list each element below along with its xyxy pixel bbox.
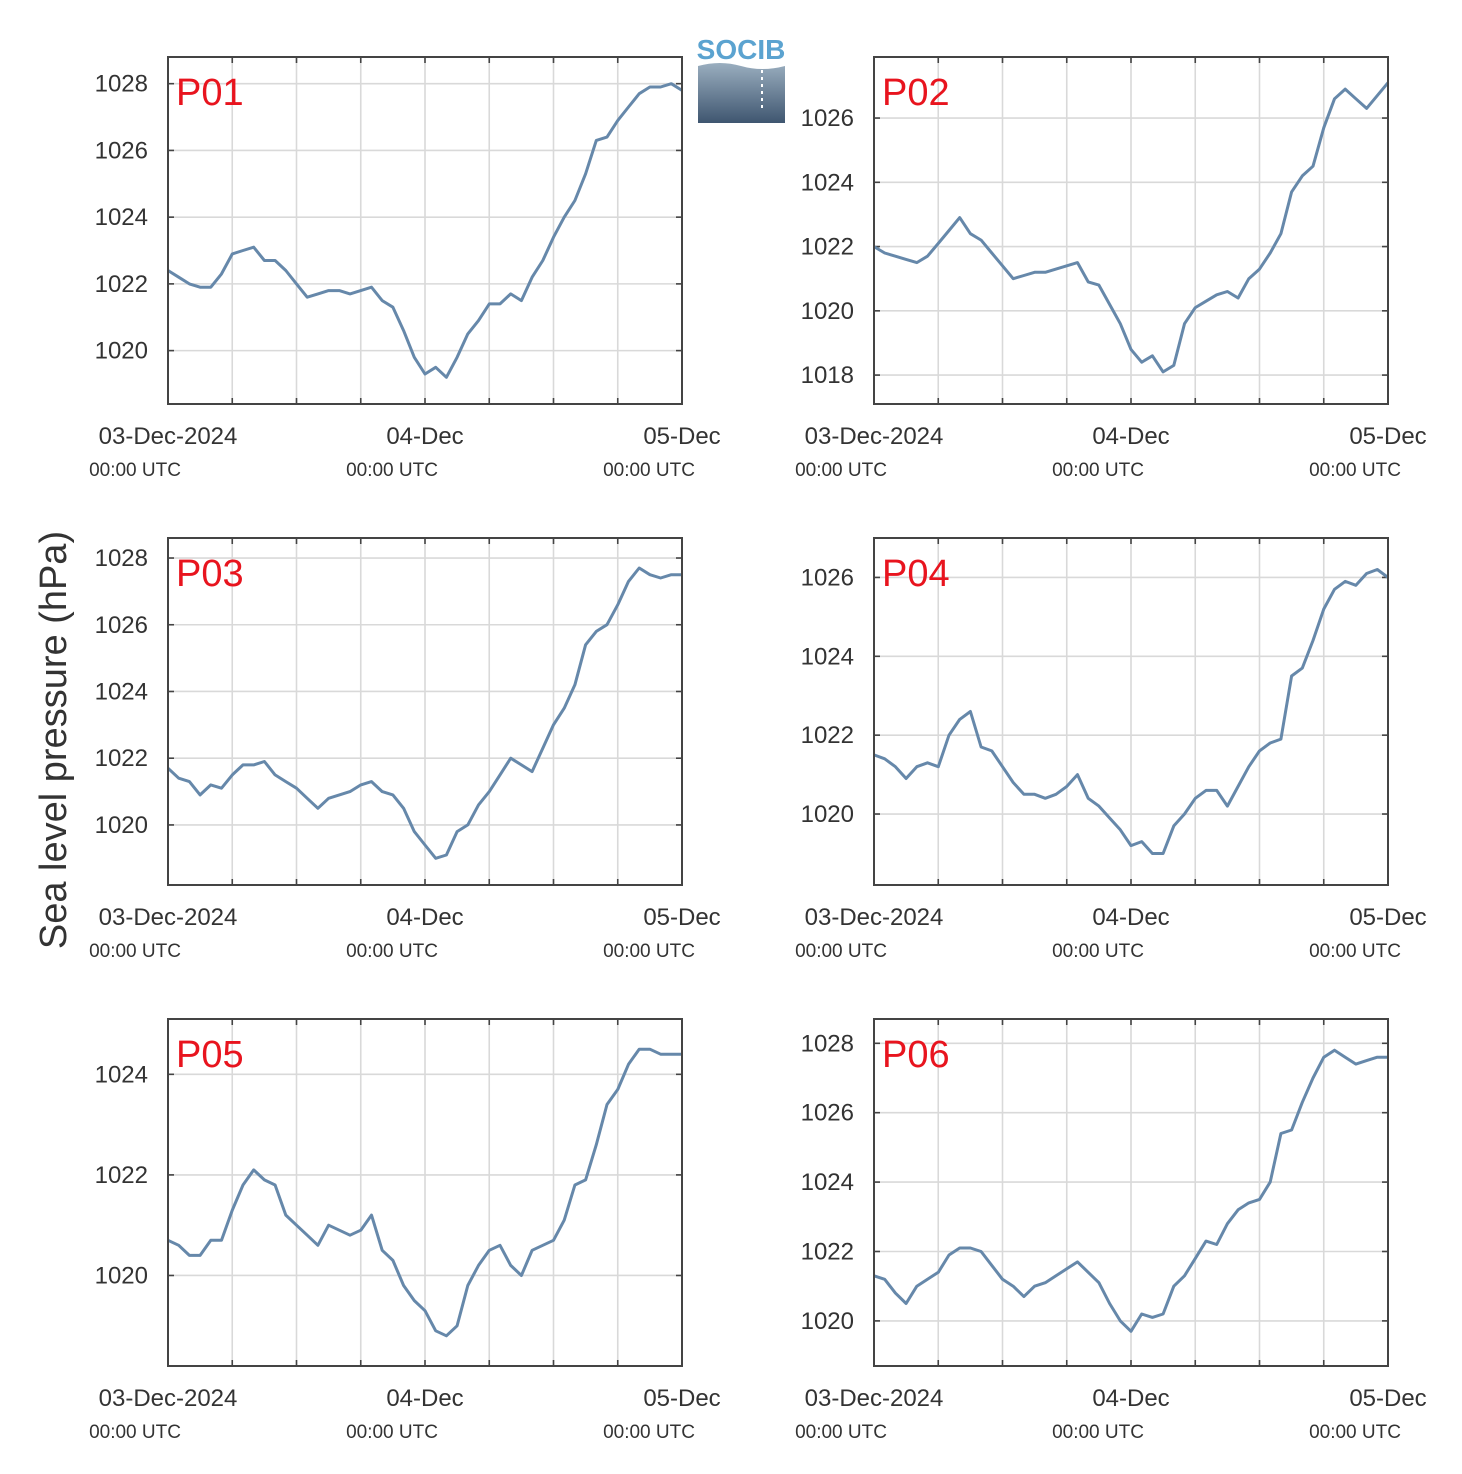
x-tick-label-time: 00:00 UTC bbox=[1052, 460, 1144, 481]
y-tick-label: 1020 bbox=[801, 298, 854, 325]
y-tick-label: 1020 bbox=[95, 812, 148, 839]
panel-label: P02 bbox=[882, 72, 950, 114]
y-axis-label: Sea level pressure (hPa) bbox=[33, 531, 75, 949]
x-tick-label-date: 04-Dec bbox=[386, 423, 463, 450]
y-tick-label: 1020 bbox=[95, 1262, 148, 1289]
x-tick-label-date: 04-Dec bbox=[1092, 423, 1169, 450]
y-tick-label: 1024 bbox=[801, 643, 854, 670]
series-line-p02 bbox=[873, 81, 1390, 374]
y-tick-label: 1028 bbox=[95, 545, 148, 572]
x-tick-label-date: 04-Dec bbox=[386, 904, 463, 931]
x-tick-label-date: 05-Dec bbox=[643, 423, 720, 450]
panel-label: P03 bbox=[176, 553, 244, 595]
chart-panel-p01: 1020 1022 1024 1026 1028 P01 03-Dec-2024 00:00 … bbox=[89, 56, 721, 481]
y-tick-label: 1020 bbox=[95, 338, 148, 365]
plot-frame bbox=[167, 56, 683, 405]
x-tick-label-time: 00:00 UTC bbox=[603, 1422, 695, 1443]
plot-frame bbox=[873, 1018, 1389, 1367]
x-tick-label-date: 03-Dec-2024 bbox=[99, 1385, 238, 1412]
x-tick-label-time: 00:00 UTC bbox=[1052, 1422, 1144, 1443]
x-tick-label-date: 05-Dec bbox=[643, 1385, 720, 1412]
socib-logo: SOCIB bbox=[697, 34, 786, 123]
chart-panel-p04: 1020 1022 1024 1026 P04 03-Dec-2024 00:00 UTC 0… bbox=[795, 537, 1427, 962]
y-tick-label: 1018 bbox=[801, 362, 854, 389]
x-tick-label-time: 00:00 UTC bbox=[89, 460, 181, 481]
y-tick-label: 1024 bbox=[801, 169, 854, 196]
x-tick-label-time: 00:00 UTC bbox=[603, 941, 695, 962]
y-tick-label: 1024 bbox=[801, 1169, 854, 1196]
panel-label: P01 bbox=[176, 72, 244, 114]
series-line-p01 bbox=[167, 82, 683, 379]
x-tick-label-time: 00:00 UTC bbox=[795, 460, 887, 481]
series-line-p06 bbox=[873, 1048, 1388, 1333]
x-tick-label-date: 05-Dec bbox=[1349, 904, 1426, 931]
plot-frame bbox=[873, 537, 1389, 886]
y-tick-label: 1022 bbox=[801, 722, 854, 749]
y-tick-label: 1022 bbox=[95, 1162, 148, 1189]
y-tick-label: 1028 bbox=[95, 71, 148, 98]
plot-frame bbox=[167, 1018, 683, 1367]
panel-label: P05 bbox=[176, 1034, 244, 1076]
x-tick-label-time: 00:00 UTC bbox=[795, 1422, 887, 1443]
x-tick-label-time: 00:00 UTC bbox=[603, 460, 695, 481]
x-tick-label-date: 05-Dec bbox=[1349, 423, 1426, 450]
y-tick-label: 1020 bbox=[801, 1308, 854, 1335]
x-tick-label-date: 05-Dec bbox=[1349, 1385, 1426, 1412]
y-tick-label: 1026 bbox=[801, 105, 854, 132]
plot-frame bbox=[873, 56, 1389, 405]
x-tick-label-date: 04-Dec bbox=[1092, 904, 1169, 931]
y-tick-label: 1026 bbox=[95, 612, 148, 639]
y-tick-label: 1020 bbox=[801, 801, 854, 828]
x-tick-label-time: 00:00 UTC bbox=[1309, 460, 1401, 481]
x-tick-label-time: 00:00 UTC bbox=[346, 460, 438, 481]
x-tick-label-date: 03-Dec-2024 bbox=[99, 423, 238, 450]
x-tick-label-date: 03-Dec-2024 bbox=[805, 1385, 944, 1412]
series-line-p05 bbox=[167, 1047, 682, 1338]
y-tick-label: 1028 bbox=[801, 1030, 854, 1057]
x-tick-label-time: 00:00 UTC bbox=[346, 941, 438, 962]
panel-label: P06 bbox=[882, 1034, 950, 1076]
chart-panel-p03: 1020 1022 1024 1026 1028 P03 03-Dec-2024 00:00 … bbox=[89, 537, 721, 962]
y-tick-label: 1022 bbox=[95, 745, 148, 772]
x-tick-label-time: 00:00 UTC bbox=[346, 1422, 438, 1443]
y-tick-label: 1024 bbox=[95, 678, 148, 705]
x-tick-label-time: 00:00 UTC bbox=[1309, 941, 1401, 962]
y-tick-label: 1024 bbox=[95, 204, 148, 231]
x-tick-label-time: 00:00 UTC bbox=[795, 941, 887, 962]
x-tick-label-time: 00:00 UTC bbox=[1052, 941, 1144, 962]
chart-panel-p06: 1020 1022 1024 1026 1028 P06 03-Dec-2024 00:00 … bbox=[795, 1018, 1427, 1443]
x-tick-label-time: 00:00 UTC bbox=[89, 1422, 181, 1443]
plot-frame bbox=[167, 537, 683, 886]
x-tick-label-date: 03-Dec-2024 bbox=[805, 904, 944, 931]
logo-wave-shape bbox=[698, 63, 785, 123]
x-tick-label-date: 04-Dec bbox=[1092, 1385, 1169, 1412]
y-tick-label: 1026 bbox=[801, 564, 854, 591]
x-tick-label-date: 04-Dec bbox=[386, 1385, 463, 1412]
chart-panel-p02: 1018 1020 1022 1024 1026 P02 03-Dec-2024 00:00 … bbox=[795, 56, 1427, 481]
y-tick-label: 1022 bbox=[801, 1238, 854, 1265]
x-tick-label-date: 03-Dec-2024 bbox=[805, 423, 944, 450]
y-tick-label: 1024 bbox=[95, 1061, 148, 1088]
logo-text: SOCIB bbox=[697, 34, 786, 65]
x-tick-label-date: 03-Dec-2024 bbox=[99, 904, 238, 931]
y-tick-label: 1022 bbox=[95, 271, 148, 298]
x-tick-label-time: 00:00 UTC bbox=[89, 941, 181, 962]
y-tick-label: 1026 bbox=[801, 1100, 854, 1127]
panel-label: P04 bbox=[882, 553, 950, 595]
x-tick-label-date: 05-Dec bbox=[643, 904, 720, 931]
series-line-p04 bbox=[873, 568, 1389, 855]
y-tick-label: 1022 bbox=[801, 234, 854, 261]
series-line-p03 bbox=[166, 566, 682, 860]
chart-panel-p05: 1020 1022 1024 P05 03-Dec-2024 00:00 UTC 04-De… bbox=[89, 1018, 721, 1443]
x-tick-label-time: 00:00 UTC bbox=[1309, 1422, 1401, 1443]
y-tick-label: 1026 bbox=[95, 137, 148, 164]
